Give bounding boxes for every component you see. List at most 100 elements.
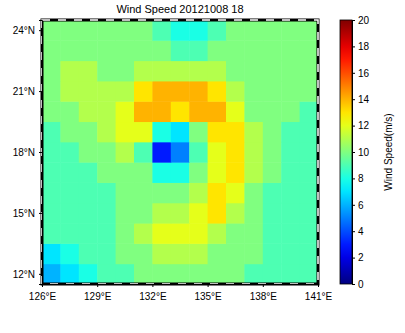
cell [281,162,300,183]
tick-label: 129°E [84,291,112,302]
tick-label: 0 [358,279,364,290]
cell [134,182,153,203]
tick-label: 12 [358,120,370,131]
cell [171,101,190,122]
tick: 135°E [194,284,222,302]
axis-line [353,21,356,285]
tick-mark [352,205,355,206]
cell [189,20,208,41]
chart: 126°E129°E132°E135°E138°E141°E12°N15°N18… [0,0,405,333]
tick: 24°N [13,25,42,36]
cell [42,223,61,244]
cell [116,122,135,143]
cell [42,182,61,203]
cell [42,162,61,183]
tick: 18°N [13,147,42,158]
x-axis: 126°E129°E132°E135°E138°E141°E [29,284,333,302]
tick-mark [352,258,355,259]
cell [42,81,61,102]
cell [79,223,98,244]
cell [171,61,190,82]
tick-mark [352,73,355,74]
cell [189,223,208,244]
cell [189,162,208,183]
cell [79,142,98,163]
tick-label: 132°E [139,291,167,302]
tick-label: 18 [358,41,370,52]
cell [244,162,263,183]
cell [300,122,318,143]
tick-mark [352,284,355,285]
cell [97,162,116,183]
cell [42,203,61,224]
cell [226,122,245,143]
cell [42,243,61,264]
cell [189,81,208,102]
cell [134,203,153,224]
tick: 21°N [13,86,42,97]
cell [263,40,282,61]
cell [208,40,227,61]
tick: 15°N [13,208,42,219]
cell [152,182,171,203]
tick: 12°N [13,269,42,280]
cell [263,81,282,102]
tick-mark [263,284,264,287]
cell [281,223,300,244]
cell [79,20,98,41]
cell [60,182,79,203]
cell [97,40,116,61]
cell [79,182,98,203]
tick-label: 6 [358,200,364,211]
cell [152,20,171,41]
frame [42,20,318,284]
cell [60,243,79,264]
tick: 6 [352,200,364,211]
cell [263,264,282,284]
tick-label: 12°N [13,269,35,280]
cell [300,223,318,244]
cell [171,243,190,264]
tick-label: 21°N [13,86,35,97]
cell [152,81,171,102]
cell [244,142,263,163]
cell [97,203,116,224]
cell [263,223,282,244]
cell [263,142,282,163]
tick-mark [152,284,153,287]
cell [208,101,227,122]
cell [97,223,116,244]
cell [152,142,171,163]
cell [152,40,171,61]
tick-label: 10 [358,147,370,158]
tick-mark [318,284,319,287]
cell [134,162,153,183]
cell [300,81,318,102]
tick-mark [39,213,42,214]
cell [152,61,171,82]
cell [152,101,171,122]
cell [208,182,227,203]
tick-mark [39,152,42,153]
cell [244,20,263,41]
cell [152,223,171,244]
cell [42,61,61,82]
cell [97,182,116,203]
cell [226,243,245,264]
tick: 0 [352,279,364,290]
cell [244,182,263,203]
cell [263,20,282,41]
tick: 2 [352,252,364,263]
cell [263,182,282,203]
cell [244,61,263,82]
cell [189,264,208,284]
cell [244,101,263,122]
cell [116,81,135,102]
cell [189,101,208,122]
tick-label: 24°N [13,25,35,36]
tick-label: 15°N [13,208,35,219]
tick-label: 126°E [29,291,57,302]
cell [281,243,300,264]
cell [208,81,227,102]
tick-mark [208,284,209,287]
